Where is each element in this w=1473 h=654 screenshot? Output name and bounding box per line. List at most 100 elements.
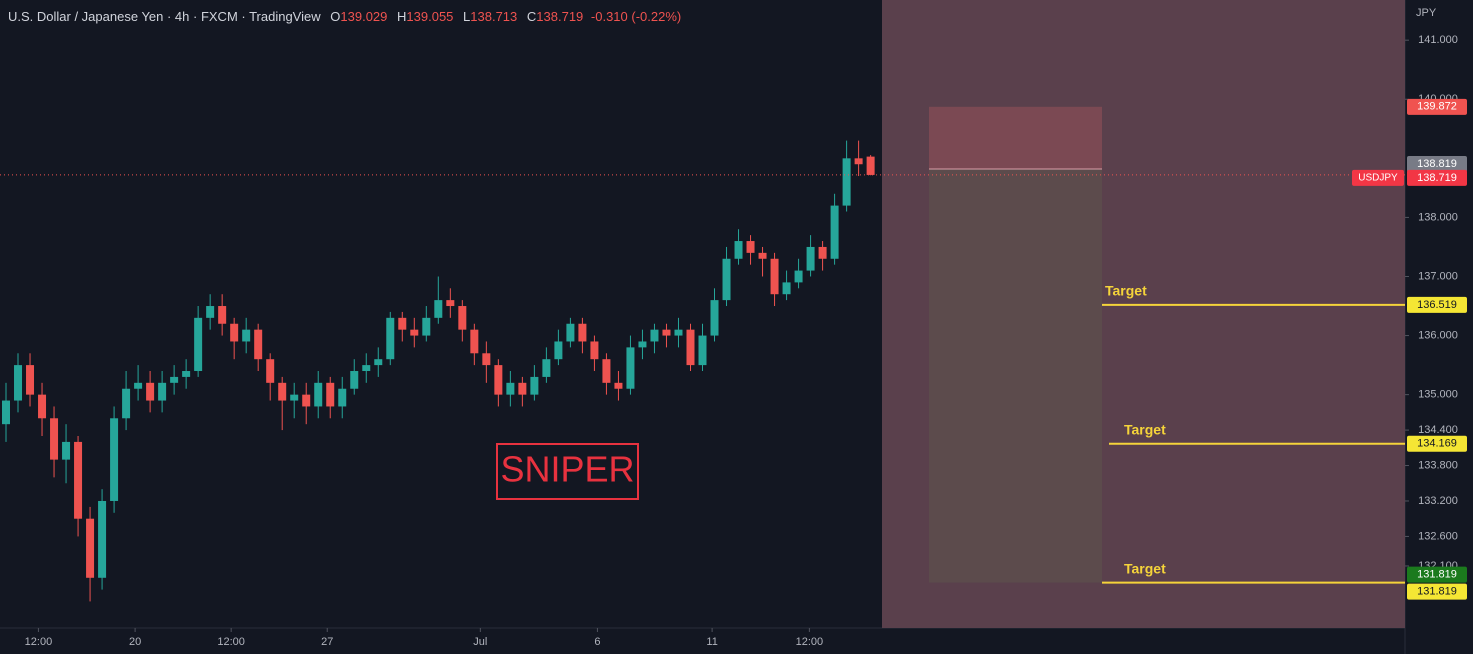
y-tick-label: 138.000 <box>1418 211 1458 223</box>
candle-body <box>386 317 395 360</box>
candle-body <box>770 258 779 295</box>
entry-tag-bg <box>1407 156 1467 173</box>
candle-body <box>74 441 83 519</box>
y-tick-label: 135.000 <box>1418 389 1458 401</box>
candle-body <box>182 371 191 377</box>
stop-tag-bg <box>1407 98 1467 115</box>
candle-body <box>746 241 755 253</box>
candle-body <box>650 329 659 342</box>
watermark-box <box>496 443 639 500</box>
candle-body <box>590 341 599 360</box>
candle-body <box>26 365 35 395</box>
c-value: 138.719 <box>536 9 584 24</box>
candle-body <box>62 441 71 460</box>
change: -0.310 (-0.22%) <box>590 9 682 24</box>
candle-body <box>734 241 743 259</box>
candle-body <box>14 365 23 401</box>
target-tag: 134.169 <box>1417 438 1457 450</box>
candle-body <box>422 317 431 336</box>
target-tag-bg <box>1407 435 1467 452</box>
target-tag-bg <box>1407 583 1467 600</box>
symbol-tag-bg <box>1352 169 1404 186</box>
candle-body <box>530 376 539 395</box>
l-value: 138.713 <box>470 9 518 24</box>
candle-body <box>830 205 839 259</box>
candle-body <box>2 400 11 425</box>
candle-body <box>554 341 563 360</box>
target-tag: 136.519 <box>1417 299 1457 311</box>
candle-body <box>722 258 731 301</box>
candle-body <box>806 246 815 271</box>
y-tick-label: 134.400 <box>1418 424 1458 436</box>
stop-tag: 139.872 <box>1417 101 1457 113</box>
candle-body <box>518 382 527 395</box>
candle-body <box>86 518 95 578</box>
candle-body <box>710 300 719 336</box>
candle-body <box>122 388 131 419</box>
y-tick-label: 133.800 <box>1418 459 1458 471</box>
candle-body <box>110 418 119 501</box>
candle-body <box>446 300 455 307</box>
x-tick-label: 12:00 <box>25 636 53 648</box>
target-price-tag-bg <box>1407 566 1467 583</box>
candle-body <box>374 359 383 366</box>
stop-zone <box>929 106 1102 170</box>
candle-body <box>434 300 443 318</box>
o-value: 139.029 <box>340 9 388 24</box>
l-label: L <box>463 9 471 24</box>
target-label: Target <box>1105 283 1147 299</box>
candle-body <box>602 359 611 383</box>
header: U.S. Dollar / Japanese Yen · 4h · FXCM ·… <box>8 9 681 24</box>
target-tag-bg <box>1407 296 1467 313</box>
candle-body <box>302 394 311 407</box>
candle-body <box>818 246 827 259</box>
candle-body <box>134 382 143 389</box>
candle-body <box>398 317 407 330</box>
candle-body <box>566 323 575 342</box>
y-tick-label: 141.000 <box>1418 34 1458 46</box>
target-price-tag: 131.819 <box>1417 568 1457 580</box>
price-tag: 138.719 <box>1417 172 1457 184</box>
candle-body <box>782 282 791 295</box>
h-label: H <box>397 9 407 24</box>
candle-body <box>686 329 695 366</box>
candle-body <box>230 323 239 342</box>
candle-body <box>674 329 683 336</box>
y-tick-label: 137.000 <box>1418 270 1458 282</box>
symbol-tag: USDJPY <box>1358 173 1398 184</box>
watermark: SNIPER <box>500 449 634 490</box>
candle-body <box>278 382 287 401</box>
candle-body <box>494 365 503 395</box>
candle-body <box>98 500 107 578</box>
candle-body <box>158 382 167 401</box>
target-label: Target <box>1124 560 1166 576</box>
x-tick-label: 6 <box>594 636 600 648</box>
x-tick-label: 20 <box>129 636 141 648</box>
candle-body <box>362 365 371 372</box>
candle-body <box>170 376 179 383</box>
x-tick-label: 12:00 <box>217 636 245 648</box>
candle-body <box>254 329 263 360</box>
target-label: Target <box>1124 421 1166 437</box>
candle-body <box>206 306 215 318</box>
y-tick-label: 132.600 <box>1418 530 1458 542</box>
x-tick-label: 11 <box>706 636 717 648</box>
target-zone <box>929 169 1102 583</box>
candle-body <box>854 158 863 165</box>
c-label: C <box>526 9 537 24</box>
candle-body <box>146 382 155 401</box>
candle-body <box>290 394 299 401</box>
candle-body <box>614 382 623 389</box>
candle-body <box>242 329 251 342</box>
candle-body <box>866 156 875 175</box>
candle-body <box>482 353 491 366</box>
candle-body <box>542 359 551 377</box>
y-tick-label: 136.000 <box>1418 329 1458 341</box>
candle-body <box>266 359 275 383</box>
candle-body <box>626 347 635 389</box>
candle-body <box>638 341 647 348</box>
candle-body <box>326 382 335 407</box>
candle-body <box>194 317 203 372</box>
